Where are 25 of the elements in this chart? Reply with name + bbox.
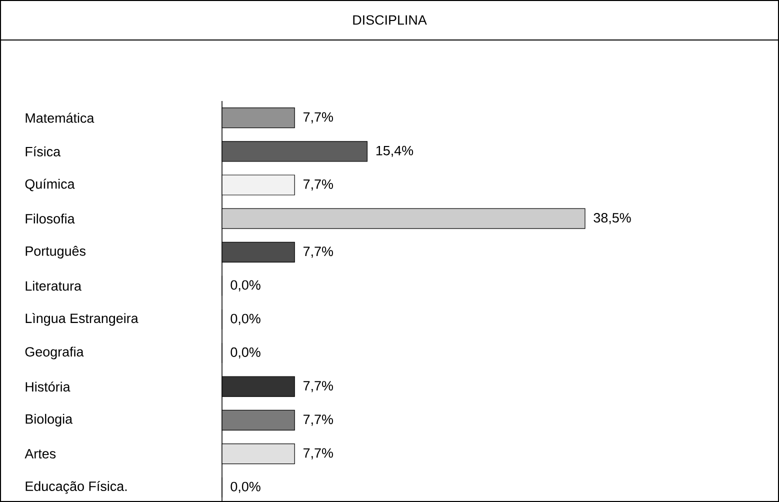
y-tick-label: Geografia bbox=[25, 346, 84, 360]
data-label: 15,4% bbox=[376, 146, 414, 157]
data-label: 7,7% bbox=[303, 112, 333, 124]
y-tick-label: Filosofia bbox=[26, 214, 75, 224]
chart-title: DISCIPLINA bbox=[353, 15, 427, 25]
y-tick-label: Química bbox=[25, 178, 75, 192]
y-tick-label: Lìngua Estrangeira bbox=[26, 313, 138, 326]
data-label: 7,7% bbox=[303, 246, 333, 258]
y-tick-label: Artes bbox=[24, 449, 56, 458]
data-label: 0,0% bbox=[230, 347, 260, 359]
y-tick-label: Educação Física. bbox=[26, 481, 127, 494]
data-label: 7,7% bbox=[303, 414, 333, 426]
y-tick-label: Literatura bbox=[26, 280, 82, 291]
data-label: 0,0% bbox=[230, 314, 260, 325]
data-label: 7,7% bbox=[303, 381, 333, 392]
y-tick-label: Matemática bbox=[26, 112, 94, 123]
data-label: 38,5% bbox=[594, 213, 631, 224]
data-label: 0,0% bbox=[230, 280, 260, 292]
y-tick-label: Português bbox=[26, 246, 86, 258]
y-tick-label: Física bbox=[26, 146, 61, 156]
y-tick-label: Biologia bbox=[26, 414, 73, 426]
data-label: 7,7% bbox=[303, 179, 333, 191]
y-tick-label: História bbox=[26, 382, 70, 392]
data-label: 7,7% bbox=[303, 448, 333, 460]
data-label: 0,0% bbox=[230, 482, 260, 493]
